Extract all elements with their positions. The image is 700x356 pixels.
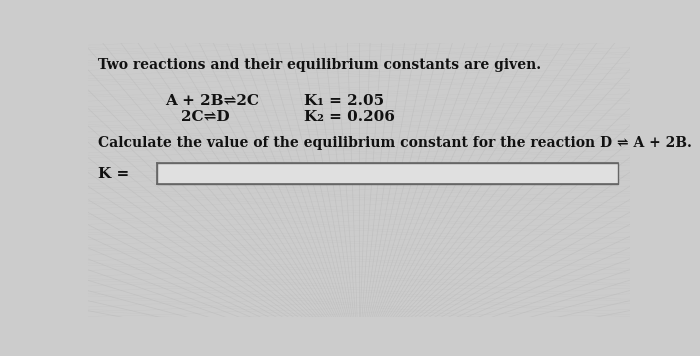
- Text: 2C⇌D: 2C⇌D: [181, 110, 229, 125]
- Text: K₁ = 2.05: K₁ = 2.05: [304, 94, 384, 108]
- Text: K₂ = 0.206: K₂ = 0.206: [304, 110, 395, 125]
- Text: Calculate the value of the equilibrium constant for the reaction D ⇌ A + 2B.: Calculate the value of the equilibrium c…: [98, 136, 692, 150]
- Text: K =: K =: [98, 167, 130, 182]
- Bar: [158, 163, 618, 184]
- Text: A + 2B⇌2C: A + 2B⇌2C: [165, 94, 259, 108]
- Text: Two reactions and their equilibrium constants are given.: Two reactions and their equilibrium cons…: [98, 58, 542, 72]
